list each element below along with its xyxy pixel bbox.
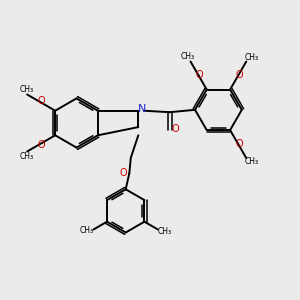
Text: CH₃: CH₃ <box>244 157 259 166</box>
Text: O: O <box>119 168 127 178</box>
Text: N: N <box>138 104 146 115</box>
Text: O: O <box>171 124 179 134</box>
Text: CH₃: CH₃ <box>20 152 34 161</box>
Text: CH₃: CH₃ <box>180 52 195 61</box>
Text: CH₃: CH₃ <box>20 85 34 94</box>
Text: O: O <box>236 70 243 80</box>
Text: O: O <box>37 140 45 150</box>
Text: O: O <box>236 140 243 149</box>
Text: O: O <box>195 70 203 80</box>
Text: CH₃: CH₃ <box>158 226 172 236</box>
Text: CH₃: CH₃ <box>244 53 259 62</box>
Text: CH₃: CH₃ <box>80 226 94 236</box>
Text: O: O <box>37 95 45 106</box>
